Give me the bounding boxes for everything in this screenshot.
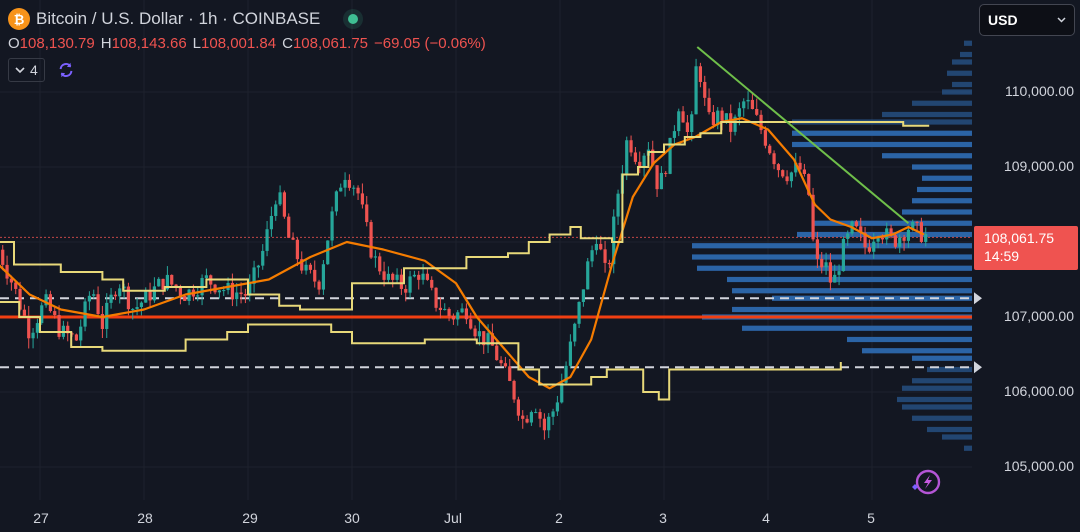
last-price-value: 108,061.75 [984, 230, 1055, 246]
bar-countdown: 14:59 [984, 248, 1020, 264]
currency-value: USD [988, 12, 1018, 28]
x-axis-label: 29 [242, 510, 258, 526]
chevron-down-icon [15, 67, 25, 74]
open-label: O [8, 35, 20, 52]
close-label: C [282, 35, 293, 52]
low-value: 108,001.84 [201, 35, 277, 52]
indicators-collapse-button[interactable]: 4 [8, 58, 45, 82]
x-axis-label: Jul [444, 510, 462, 526]
x-axis-label: 4 [762, 510, 770, 526]
lightning-bolt-icon[interactable] [906, 466, 942, 498]
market-status-dot-icon[interactable] [348, 14, 359, 24]
x-axis-label: 30 [344, 510, 360, 526]
currency-select[interactable]: USD [979, 4, 1075, 36]
x-axis-label: 28 [137, 510, 153, 526]
indicator-row: 4 [8, 58, 486, 82]
high-value: 108,143.66 [111, 35, 187, 52]
symbol-title-row[interactable]: ₿ Bitcoin / U.S. Dollar · 1h · COINBASE [8, 8, 486, 30]
candlesticks [0, 58, 928, 440]
bitcoin-logo-icon: ₿ [8, 8, 30, 30]
y-axis-label: 107,000.00 [1003, 308, 1074, 324]
x-axis-label: 3 [659, 510, 667, 526]
volume-profile [692, 40, 972, 451]
y-axis-label: 105,000.00 [1003, 458, 1074, 474]
indicator-lines [0, 46, 930, 401]
symbol-title[interactable]: Bitcoin / U.S. Dollar · 1h · COINBASE [36, 9, 321, 28]
price-axis-markers [974, 292, 982, 374]
x-axis-label: 2 [555, 510, 563, 526]
horizontal-levels [0, 236, 972, 369]
x-axis-label: 5 [867, 510, 875, 526]
close-value: 108,061.75 [292, 35, 369, 52]
low-label: L [192, 35, 202, 52]
last-price-tag: 108,061.75 14:59 [974, 226, 1078, 270]
y-axis-label: 106,000.00 [1003, 383, 1074, 399]
sync-icon[interactable] [57, 61, 75, 79]
open-value: 108,130.79 [19, 35, 95, 52]
y-axis-label: 109,000.00 [1003, 158, 1074, 174]
ohlc-values: O108,130.79 H108,143.66 L108,001.84 C108… [8, 35, 486, 52]
indicators-count: 4 [30, 62, 38, 78]
x-axis-label: 27 [33, 510, 49, 526]
chevron-down-icon [1057, 17, 1066, 23]
y-axis-label: 110,000.00 [1004, 83, 1074, 99]
high-label: H [100, 35, 112, 52]
price-change: −69.05 (−0.06%) [374, 35, 486, 52]
symbol-legend: ₿ Bitcoin / U.S. Dollar · 1h · COINBASE … [8, 8, 486, 82]
